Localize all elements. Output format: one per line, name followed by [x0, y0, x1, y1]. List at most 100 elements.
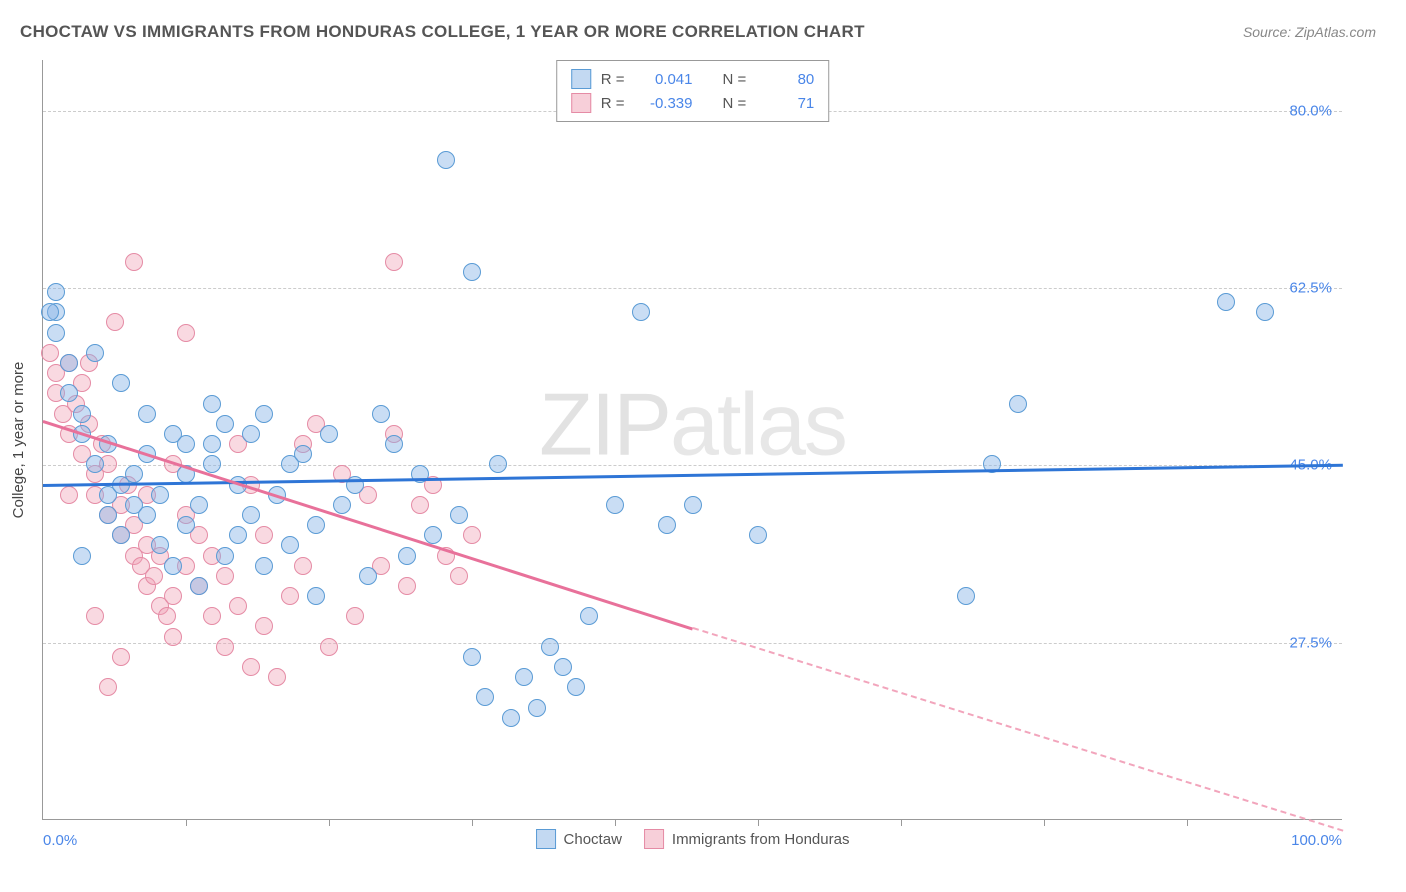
scatter-point [476, 688, 494, 706]
gridline [43, 288, 1342, 289]
scatter-point [385, 435, 403, 453]
scatter-point [294, 557, 312, 575]
scatter-point [60, 486, 78, 504]
legend-label-blue: Choctaw [564, 831, 622, 848]
plot-area: ZIPatlas 27.5%45.0%62.5%80.0% R = 0.041 … [42, 60, 1342, 820]
scatter-point [60, 384, 78, 402]
x-tick [758, 819, 759, 826]
scatter-point [47, 283, 65, 301]
scatter-point [281, 536, 299, 554]
scatter-point [112, 526, 130, 544]
scatter-point [216, 415, 234, 433]
scatter-point [203, 395, 221, 413]
scatter-point [307, 516, 325, 534]
scatter-point [255, 617, 273, 635]
scatter-point [580, 607, 598, 625]
scatter-point [372, 405, 390, 423]
scatter-point [567, 678, 585, 696]
scatter-point [190, 496, 208, 514]
scatter-point [216, 547, 234, 565]
scatter-point [138, 506, 156, 524]
scatter-point [112, 648, 130, 666]
x-tick [1044, 819, 1045, 826]
x-tick [329, 819, 330, 826]
scatter-point [294, 445, 312, 463]
scatter-point [190, 577, 208, 595]
scatter-point [216, 567, 234, 585]
scatter-point [307, 587, 325, 605]
scatter-point [632, 303, 650, 321]
scatter-point [164, 587, 182, 605]
stats-legend-box: R = 0.041 N = 80 R = -0.339 N = 71 [556, 60, 830, 122]
scatter-point [411, 496, 429, 514]
scatter-point [515, 668, 533, 686]
scatter-point [281, 587, 299, 605]
scatter-point [145, 567, 163, 585]
swatch-pink-icon [571, 93, 591, 113]
scatter-point [450, 567, 468, 585]
x-tick [901, 819, 902, 826]
gridline [43, 643, 1342, 644]
scatter-point [60, 354, 78, 372]
scatter-point [268, 668, 286, 686]
x-tick [472, 819, 473, 826]
x-tick [615, 819, 616, 826]
bottom-legend: Choctaw Immigrants from Honduras [536, 829, 850, 849]
blue-r-value: 0.041 [635, 71, 693, 88]
scatter-point [242, 506, 260, 524]
scatter-point [463, 648, 481, 666]
scatter-point [151, 536, 169, 554]
watermark-atlas: atlas [670, 374, 846, 473]
scatter-point [151, 486, 169, 504]
scatter-point [255, 526, 273, 544]
scatter-point [450, 506, 468, 524]
scatter-point [541, 638, 559, 656]
scatter-point [1256, 303, 1274, 321]
y-tick-label: 80.0% [1289, 102, 1332, 119]
scatter-point [177, 324, 195, 342]
regression-line-pink-dashed [693, 627, 1344, 832]
legend-swatch-blue-icon [536, 829, 556, 849]
scatter-point [229, 597, 247, 615]
pink-n-value: 71 [756, 95, 814, 112]
scatter-point [437, 151, 455, 169]
scatter-point [99, 506, 117, 524]
swatch-blue-icon [571, 69, 591, 89]
scatter-point [203, 455, 221, 473]
y-tick-label: 27.5% [1289, 634, 1332, 651]
scatter-point [255, 405, 273, 423]
scatter-point [112, 374, 130, 392]
scatter-point [138, 405, 156, 423]
x-axis-min-label: 0.0% [43, 832, 77, 849]
scatter-point [242, 425, 260, 443]
scatter-point [125, 465, 143, 483]
scatter-point [229, 526, 247, 544]
y-tick-label: 62.5% [1289, 280, 1332, 297]
scatter-point [359, 567, 377, 585]
r-label: R = [601, 71, 625, 88]
scatter-point [411, 465, 429, 483]
scatter-point [86, 607, 104, 625]
scatter-point [385, 253, 403, 271]
legend-item-pink: Immigrants from Honduras [644, 829, 850, 849]
scatter-point [106, 313, 124, 331]
scatter-point [73, 547, 91, 565]
scatter-point [203, 435, 221, 453]
scatter-point [255, 557, 273, 575]
scatter-point [502, 709, 520, 727]
scatter-point [203, 607, 221, 625]
stats-row-pink: R = -0.339 N = 71 [571, 91, 815, 115]
scatter-point [333, 496, 351, 514]
scatter-point [957, 587, 975, 605]
scatter-point [528, 699, 546, 717]
scatter-point [463, 263, 481, 281]
x-tick [186, 819, 187, 826]
scatter-point [320, 425, 338, 443]
scatter-point [164, 628, 182, 646]
watermark-zip: ZIP [539, 374, 670, 473]
scatter-point [86, 455, 104, 473]
scatter-point [658, 516, 676, 534]
scatter-point [177, 435, 195, 453]
legend-label-pink: Immigrants from Honduras [672, 831, 850, 848]
r-label-2: R = [601, 95, 625, 112]
